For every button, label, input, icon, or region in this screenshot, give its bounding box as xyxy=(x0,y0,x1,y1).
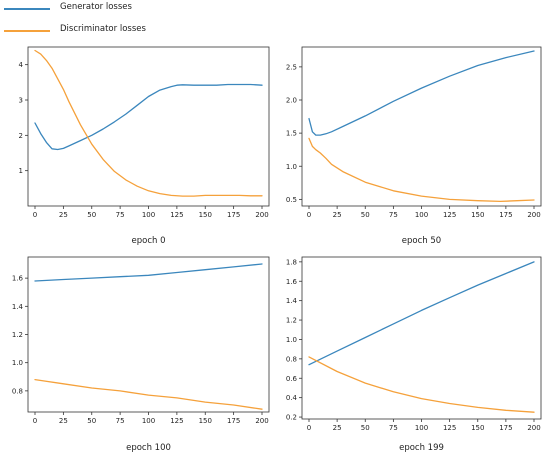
chart-1-xtick-label-6: 150 xyxy=(471,211,484,219)
chart-2-xtick-label-8: 200 xyxy=(255,417,268,425)
chart-2-xtick-label-4: 100 xyxy=(142,417,155,425)
legend-label-generator: Generator losses xyxy=(60,2,132,12)
chart-3-xtick-label-6: 150 xyxy=(471,424,484,432)
chart-3-xtick-label-4: 100 xyxy=(415,424,428,432)
chart-0-xtick-label-8: 200 xyxy=(255,211,268,219)
chart-0-ytick-label-0: 1 xyxy=(19,167,23,175)
chart-3-ytick-label-6: 1.4 xyxy=(286,297,298,305)
chart-2-ytick-label-2: 1.2 xyxy=(12,331,23,339)
chart-2-xtick-label-2: 50 xyxy=(87,417,96,425)
chart-1-ytick-label-1: 1.0 xyxy=(286,163,297,171)
chart-0-xtick-label-6: 150 xyxy=(199,211,212,219)
chart-0-xtick-label-2: 50 xyxy=(87,211,96,219)
chart-0-xtick-label-0: 0 xyxy=(33,211,37,219)
chart-3-xtick-label-7: 175 xyxy=(499,424,512,432)
chart-2-title: epoch 100 xyxy=(126,443,171,453)
chart-3-title: epoch 199 xyxy=(399,443,444,453)
chart-2-xtick-label-7: 175 xyxy=(227,417,240,425)
chart-0-frame xyxy=(27,46,270,207)
chart-2-xtick-label-5: 125 xyxy=(170,417,183,425)
chart-3-series-discriminator xyxy=(308,356,535,413)
chart-0-ytick-label-2: 3 xyxy=(19,97,23,105)
chart-2-xtick-label-3: 75 xyxy=(116,417,125,425)
chart-2-ytick-label-3: 1.4 xyxy=(12,303,24,311)
legend: Generator losses Discriminator losses xyxy=(0,0,200,44)
chart-2-series-generator xyxy=(34,263,263,282)
chart-0-series-generator xyxy=(34,83,263,151)
chart-3-series-generator xyxy=(308,261,535,366)
chart-2-ytick-label-1: 1.0 xyxy=(12,359,23,367)
chart-1-series-generator xyxy=(308,50,535,136)
chart-3-xtick-label-1: 25 xyxy=(333,424,342,432)
chart-0-xtick-label-3: 75 xyxy=(116,211,125,219)
chart-3-xtick-label-8: 200 xyxy=(527,424,540,432)
chart-3-xtick-label-0: 0 xyxy=(307,424,311,432)
chart-2-frame xyxy=(27,256,270,413)
chart-2-xtick-label-0: 0 xyxy=(33,417,37,425)
chart-0-xtick-label-4: 100 xyxy=(142,211,155,219)
chart-0-xtick-label-5: 125 xyxy=(170,211,183,219)
chart-0-series-discriminator xyxy=(34,49,263,197)
chart-1-xtick-label-0: 0 xyxy=(307,211,311,219)
chart-0-xtick-label-7: 175 xyxy=(227,211,240,219)
chart-3-ytick-label-7: 1.6 xyxy=(286,278,298,286)
chart-2-ytick-label-4: 1.6 xyxy=(12,275,24,283)
chart-3-xtick-label-5: 125 xyxy=(443,424,456,432)
chart-1-xtick-label-2: 50 xyxy=(361,211,370,219)
chart-3-ytick-label-4: 1.0 xyxy=(286,336,297,344)
chart-3-frame xyxy=(301,256,542,420)
chart-2-xtick-label-6: 150 xyxy=(199,417,212,425)
legend-swatch-generator xyxy=(4,8,50,10)
chart-1-xtick-label-4: 100 xyxy=(415,211,428,219)
chart-2-xtick-label-1: 25 xyxy=(59,417,68,425)
chart-1-xtick-label-3: 75 xyxy=(389,211,398,219)
chart-0-ytick-label-3: 4 xyxy=(19,61,24,69)
chart-1-xtick-label-1: 25 xyxy=(333,211,342,219)
chart-1-xtick-label-5: 125 xyxy=(443,211,456,219)
chart-3-ytick-label-0: 0.2 xyxy=(286,414,297,422)
chart-3-ytick-label-3: 0.8 xyxy=(286,355,297,363)
chart-1-title: epoch 50 xyxy=(402,236,441,246)
chart-3-ytick-label-8: 1.8 xyxy=(286,258,297,266)
chart-1-frame xyxy=(301,46,542,207)
chart-3-ytick-label-1: 0.4 xyxy=(286,394,298,402)
chart-3-xtick-label-2: 50 xyxy=(361,424,370,432)
chart-1-xtick-label-7: 175 xyxy=(499,211,512,219)
chart-1-ytick-label-0: 0.5 xyxy=(286,196,297,204)
chart-2-ytick-label-0: 0.8 xyxy=(12,387,23,395)
chart-1-ytick-label-4: 2.5 xyxy=(286,63,297,71)
chart-1-ytick-label-3: 2.0 xyxy=(286,97,297,105)
chart-3-ytick-label-5: 1.2 xyxy=(286,317,297,325)
legend-label-discriminator: Discriminator losses xyxy=(60,24,146,34)
chart-1-series-discriminator xyxy=(308,137,535,203)
chart-0-xtick-label-1: 25 xyxy=(59,211,68,219)
chart-1-ytick-label-2: 1.5 xyxy=(286,130,297,138)
chart-1-xtick-label-8: 200 xyxy=(527,211,540,219)
chart-3-xtick-label-3: 75 xyxy=(389,424,398,432)
chart-2-series-discriminator xyxy=(34,378,263,410)
chart-0-ytick-label-1: 2 xyxy=(19,132,23,140)
chart-0-title: epoch 0 xyxy=(132,236,166,246)
legend-swatch-discriminator xyxy=(4,30,50,32)
chart-3-ytick-label-2: 0.6 xyxy=(286,375,298,383)
